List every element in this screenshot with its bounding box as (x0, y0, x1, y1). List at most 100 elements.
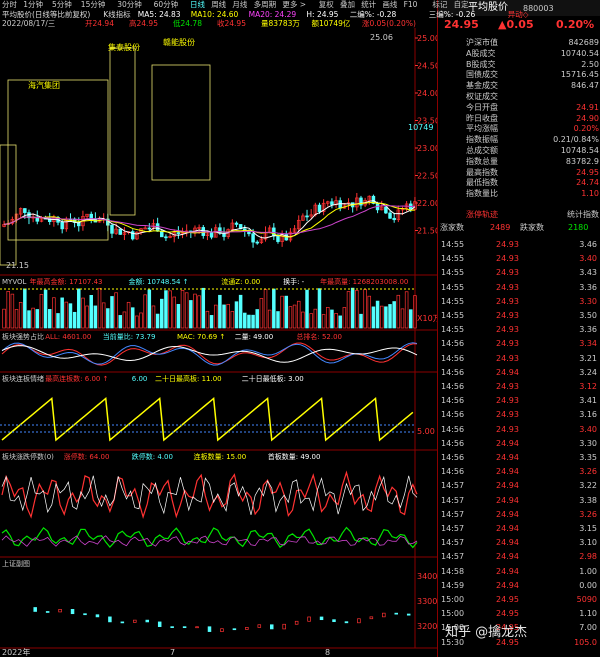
volume-bar (184, 292, 189, 329)
volume-bar (230, 311, 235, 329)
tick-volume: 3.21 (579, 353, 597, 363)
index-candle (394, 612, 399, 615)
info-item: MA5: 24.83 (137, 10, 181, 19)
tick-volume: 3.34 (579, 339, 597, 349)
volume-bar (400, 308, 405, 329)
toolbar-button[interactable]: 分时 (2, 0, 17, 9)
toolbar-button[interactable]: 复权 (318, 0, 334, 9)
volume-bar (309, 313, 313, 329)
panel-header: 年最高金额: 17107.43 (29, 278, 103, 286)
volume-bar (172, 296, 176, 329)
toolbar-button[interactable]: 周线 (211, 0, 227, 9)
panel-header: 连板数量: 15.00 (193, 453, 247, 461)
volume-bar (135, 315, 139, 329)
volume-bar (31, 307, 35, 329)
indicator-line (1, 526, 418, 549)
chart-area: 25.00 24.50 24.00 23.50 23.00 22.50 22.00 21.50… (0, 28, 437, 657)
index-candle (70, 609, 75, 615)
index-candle (133, 619, 137, 623)
limit-link[interactable]: 统计指数 (567, 210, 599, 219)
info-item: 异动◇ (507, 10, 529, 19)
index-candle (406, 613, 411, 616)
candle-body (371, 195, 376, 204)
volume-bar (85, 305, 89, 329)
index-candle (382, 612, 386, 618)
volume-bar (18, 302, 23, 329)
quote-code: 880003 (523, 4, 554, 13)
sentiment-line (1, 396, 414, 442)
stat-label: 昨日收盘 (466, 113, 498, 123)
stock-annotation: 海汽集团 (28, 80, 60, 90)
tick-time: 14:56 (441, 410, 465, 420)
date-axis-label: 2022年 (2, 647, 30, 657)
candle-body (330, 201, 334, 205)
date-item: 开24.94 (85, 19, 114, 28)
toolbar-button[interactable]: 统计 (361, 0, 377, 9)
candle-body (155, 223, 160, 232)
toolbar-button[interactable]: 更多 > (282, 0, 307, 9)
volume-bar (367, 295, 372, 329)
info-item: H: 24.95 (306, 10, 339, 19)
candle-body (122, 232, 127, 235)
updown: 跌家数 (520, 223, 544, 232)
tick-time: 14:57 (441, 481, 465, 491)
tick-volume: 3.40 (579, 254, 597, 264)
tick-price: 24.94 (496, 481, 519, 491)
toolbar-button[interactable]: 日线 (190, 0, 205, 9)
tick-price: 24.94 (496, 495, 519, 505)
candle-body (309, 214, 313, 217)
toolbar-button[interactable]: 多周期 (253, 0, 277, 9)
volume-bar (43, 289, 48, 329)
toolbar-button[interactable]: 60分钟 (153, 0, 179, 9)
toolbar-button[interactable]: 1分钟 (23, 0, 43, 9)
toolbar-button[interactable]: F10 (403, 0, 418, 9)
high-mark: 25.06 (370, 33, 393, 42)
toolbar-button[interactable]: 叠加 (340, 0, 355, 9)
tick-time: 14:56 (441, 467, 465, 477)
price-axis-label: 24.00 (417, 89, 437, 98)
stat-value: 1.10 (581, 189, 599, 199)
candle-body (251, 233, 255, 243)
stat-value: 10740.54 (560, 48, 599, 58)
tick-volume: 3.16 (579, 410, 597, 420)
stat-value: 24.91 (576, 102, 599, 112)
toolbar-button[interactable]: 自定 (453, 0, 469, 9)
indicator-line (1, 535, 418, 547)
candle-body (89, 213, 93, 220)
toolbar-button[interactable]: 画线 (382, 0, 398, 9)
volume-bar (226, 303, 230, 329)
updown: 2489 (490, 223, 511, 232)
stat-label: 指数量比 (466, 189, 498, 199)
updown: 2180 (568, 223, 589, 232)
toolbar-button[interactable]: 15分钟 (80, 0, 106, 9)
tick-price: 24.93 (496, 296, 519, 306)
stat-label: 最低指数 (466, 178, 498, 188)
toolbar-button[interactable]: 30分钟 (117, 0, 142, 9)
toolbar-button[interactable]: 5分钟 (52, 0, 72, 9)
volume-bar (317, 288, 322, 329)
stat-value: 83782.9 (565, 156, 599, 166)
tick-price: 24.93 (496, 311, 519, 320)
stat-value: 846.47 (571, 81, 599, 91)
quote-price: 24.95 (444, 18, 479, 31)
index-candle (344, 621, 349, 624)
date-item: 高24.95 (129, 19, 158, 28)
index-candle (270, 624, 274, 630)
panel-axis-label: X10万 (417, 314, 437, 323)
toolbar-button[interactable]: 标记 (432, 0, 448, 9)
volume-bar (147, 289, 152, 329)
indicator-line (1, 475, 418, 516)
index-candle (307, 616, 311, 622)
stat-label: 总成交额 (466, 146, 498, 155)
toolbar-button[interactable]: 月线 (232, 0, 248, 9)
stat-label: 国债成交 (466, 70, 498, 80)
volume-bar (81, 297, 85, 329)
volume-bar (218, 294, 222, 329)
tick-volume: 3.38 (579, 495, 597, 505)
volume-bar (371, 306, 376, 329)
price-axis-label: 21.50 (417, 227, 437, 236)
volume-bar (130, 307, 135, 329)
indicator-line (1, 345, 418, 363)
candle-body (168, 235, 172, 238)
stat-value: 2.50 (581, 59, 599, 69)
